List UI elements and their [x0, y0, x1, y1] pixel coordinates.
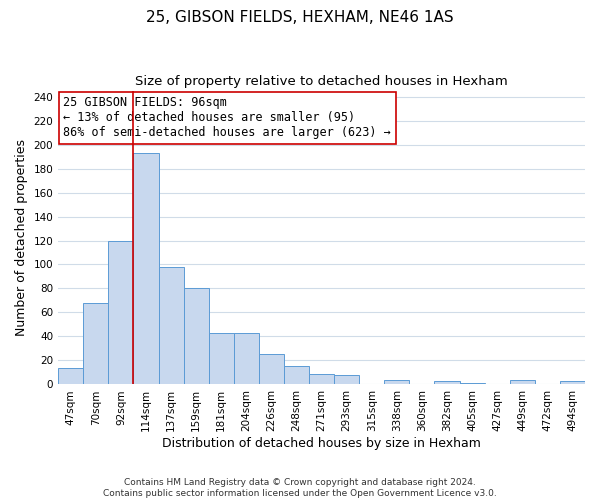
- Bar: [309, 374, 334, 384]
- Text: 25, GIBSON FIELDS, HEXHAM, NE46 1AS: 25, GIBSON FIELDS, HEXHAM, NE46 1AS: [146, 10, 454, 25]
- Y-axis label: Number of detached properties: Number of detached properties: [15, 139, 28, 336]
- Bar: [234, 333, 259, 384]
- Bar: [334, 375, 359, 384]
- Bar: [259, 354, 284, 384]
- Text: 25 GIBSON FIELDS: 96sqm
← 13% of detached houses are smaller (95)
86% of semi-de: 25 GIBSON FIELDS: 96sqm ← 13% of detache…: [64, 96, 391, 140]
- Title: Size of property relative to detached houses in Hexham: Size of property relative to detached ho…: [135, 75, 508, 88]
- Bar: [158, 267, 184, 384]
- Bar: [209, 333, 234, 384]
- Bar: [58, 368, 83, 384]
- Bar: [560, 381, 585, 384]
- Bar: [83, 303, 109, 384]
- Bar: [510, 380, 535, 384]
- X-axis label: Distribution of detached houses by size in Hexham: Distribution of detached houses by size …: [162, 437, 481, 450]
- Bar: [284, 366, 309, 384]
- Text: Contains HM Land Registry data © Crown copyright and database right 2024.
Contai: Contains HM Land Registry data © Crown c…: [103, 478, 497, 498]
- Bar: [109, 240, 133, 384]
- Bar: [184, 288, 209, 384]
- Bar: [434, 381, 460, 384]
- Bar: [385, 380, 409, 384]
- Bar: [133, 153, 158, 384]
